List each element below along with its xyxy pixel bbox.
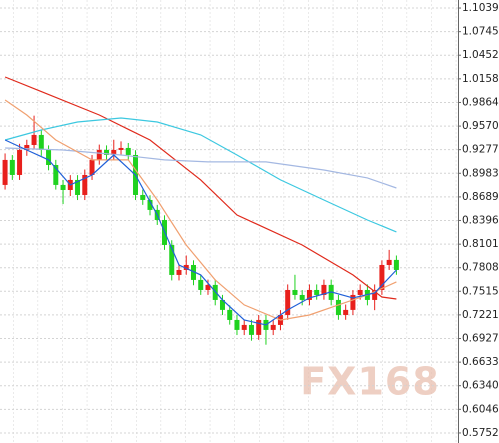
candle-body (140, 194, 146, 200)
y-tick-label: 0.6633 (462, 356, 499, 368)
y-tick-label: 0.8689 (462, 191, 499, 203)
candle-body (53, 164, 59, 185)
candle-body (24, 144, 30, 150)
candle-body (176, 269, 182, 275)
candle-body (292, 289, 298, 295)
candle-body (386, 259, 392, 265)
candle-body (357, 289, 363, 295)
candle-body (314, 289, 320, 295)
candle-body (205, 284, 211, 290)
candle-body (241, 324, 247, 330)
candle-body (234, 319, 240, 330)
candle-body (2, 159, 8, 185)
moving-average (5, 147, 397, 189)
y-tick-label: 0.7221 (462, 309, 499, 321)
candle-body (306, 289, 312, 300)
y-tick-label: 0.5752 (462, 427, 499, 439)
moving-average (4, 139, 397, 326)
candle-body (169, 244, 175, 275)
y-tick-label: 1.1039 (462, 2, 499, 14)
y-tick-label: 1.0452 (462, 49, 499, 61)
candle-body (89, 159, 95, 175)
y-tick-label: 0.6340 (462, 380, 499, 392)
y-tick-label: 0.9864 (462, 96, 499, 108)
candle-body (31, 134, 37, 145)
y-tick-label: 0.6046 (462, 403, 499, 415)
candle-body (38, 134, 44, 150)
y-tick-label: 0.9570 (462, 120, 499, 132)
candle-body (17, 149, 23, 175)
candle-body (227, 309, 233, 320)
moving-average (4, 99, 397, 321)
y-tick-label: 1.0745 (462, 26, 499, 38)
candle-body (147, 199, 153, 210)
candle-body (343, 309, 349, 315)
candle-body (111, 149, 117, 155)
y-tick-label: 0.9277 (462, 144, 499, 156)
vertical-grid (0, 0, 458, 443)
candle-body (256, 319, 262, 335)
candle-body (299, 294, 305, 300)
candle-body (335, 299, 341, 315)
candle-body (60, 184, 66, 190)
candle-body (270, 324, 276, 330)
y-tick-label: 1.0158 (462, 73, 499, 85)
candle-body (125, 147, 131, 155)
candle-body (198, 279, 204, 290)
candle-body (183, 264, 189, 270)
candle-body (372, 289, 378, 300)
candle-body (248, 324, 254, 335)
candle-body (321, 284, 327, 295)
y-tick-label: 0.7515 (462, 285, 499, 297)
candle-body (82, 174, 88, 195)
watermark: FX168 (300, 360, 440, 404)
candle-body (9, 159, 15, 175)
candle-body (118, 147, 124, 150)
y-tick-label: 0.6927 (462, 333, 499, 345)
candle-body (190, 264, 196, 280)
candle-body (219, 299, 225, 310)
candle-body (75, 179, 81, 195)
candle-body (46, 149, 52, 165)
moving-average (4, 76, 397, 300)
y-tick-label: 0.8101 (462, 238, 499, 250)
candle-body (393, 259, 399, 270)
candle-body (285, 289, 291, 315)
y-tick-label: 0.7808 (462, 262, 499, 274)
candle-body (379, 264, 385, 290)
candle-body (104, 149, 110, 155)
moving-average (4, 117, 397, 233)
candle-body (96, 149, 102, 160)
y-tick-label: 0.8983 (462, 167, 499, 179)
y-tick-label: 0.8396 (462, 214, 499, 226)
candle-body (350, 294, 356, 310)
